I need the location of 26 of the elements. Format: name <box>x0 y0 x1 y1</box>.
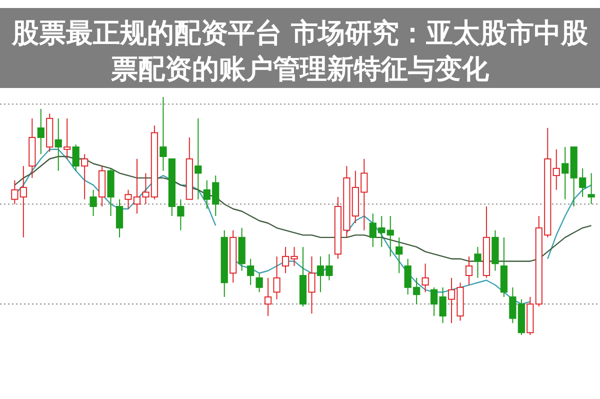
candlestick <box>396 236 403 274</box>
candlestick <box>588 172 595 205</box>
candlestick <box>64 118 71 160</box>
candlestick <box>81 154 88 200</box>
candlestick <box>37 108 44 155</box>
candlestick <box>11 180 18 205</box>
candlestick <box>465 256 473 286</box>
candlestick <box>509 286 516 324</box>
candlestick <box>552 148 560 190</box>
candlestick <box>54 118 62 172</box>
candlestick <box>247 258 254 286</box>
candlestick <box>160 96 167 172</box>
candlestick <box>72 144 80 172</box>
candlestick <box>20 166 27 238</box>
candlestick <box>562 146 569 200</box>
candlestick <box>264 277 272 316</box>
candlestick <box>116 198 124 238</box>
candlestick <box>194 118 202 200</box>
candlestick <box>422 263 429 293</box>
candlestick <box>474 246 482 278</box>
candlestick <box>386 216 394 257</box>
candlestick <box>273 256 280 300</box>
chart-title: 股票最正规的配资平台 市场研究：亚太股市中股票配资的账户管理新特征与变化 <box>10 18 590 85</box>
candlestick <box>256 272 263 293</box>
candlestick <box>308 256 316 314</box>
candlestick <box>90 189 97 216</box>
